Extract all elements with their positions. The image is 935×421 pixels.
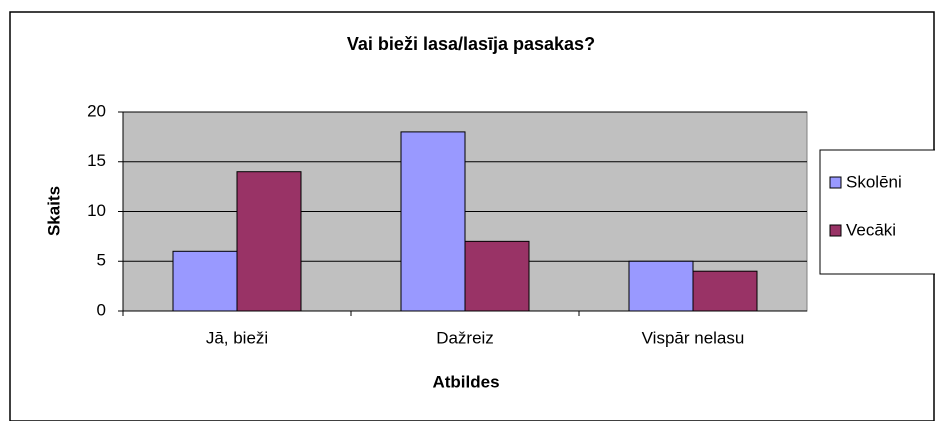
bar [464,240,530,312]
bar [172,250,238,312]
y-tick-label: 10 [87,201,106,220]
y-tick-label: 0 [97,300,106,319]
x-tick-label: Vispār nelasu [642,328,745,347]
bar [400,131,466,312]
legend-label: Vecāki [846,220,896,239]
y-tick-label: 15 [87,151,106,170]
x-tick-label: Jā, bieži [206,328,268,347]
x-axis-label: Atbildes [432,372,499,391]
x-tick-label: Dažreiz [436,328,494,347]
legend-swatch [829,224,842,237]
y-tick-label: 20 [87,101,106,120]
legend-label: Skolēni [846,172,902,191]
bar [236,171,302,312]
chart-title: Vai bieži lasa/lasīja pasakas? [347,34,595,54]
y-tick-label: 5 [97,251,106,270]
bar [628,260,694,312]
y-axis-label: Skaits [44,186,63,236]
legend-swatch [829,176,842,189]
legend-box [819,149,935,275]
bar [692,270,758,312]
